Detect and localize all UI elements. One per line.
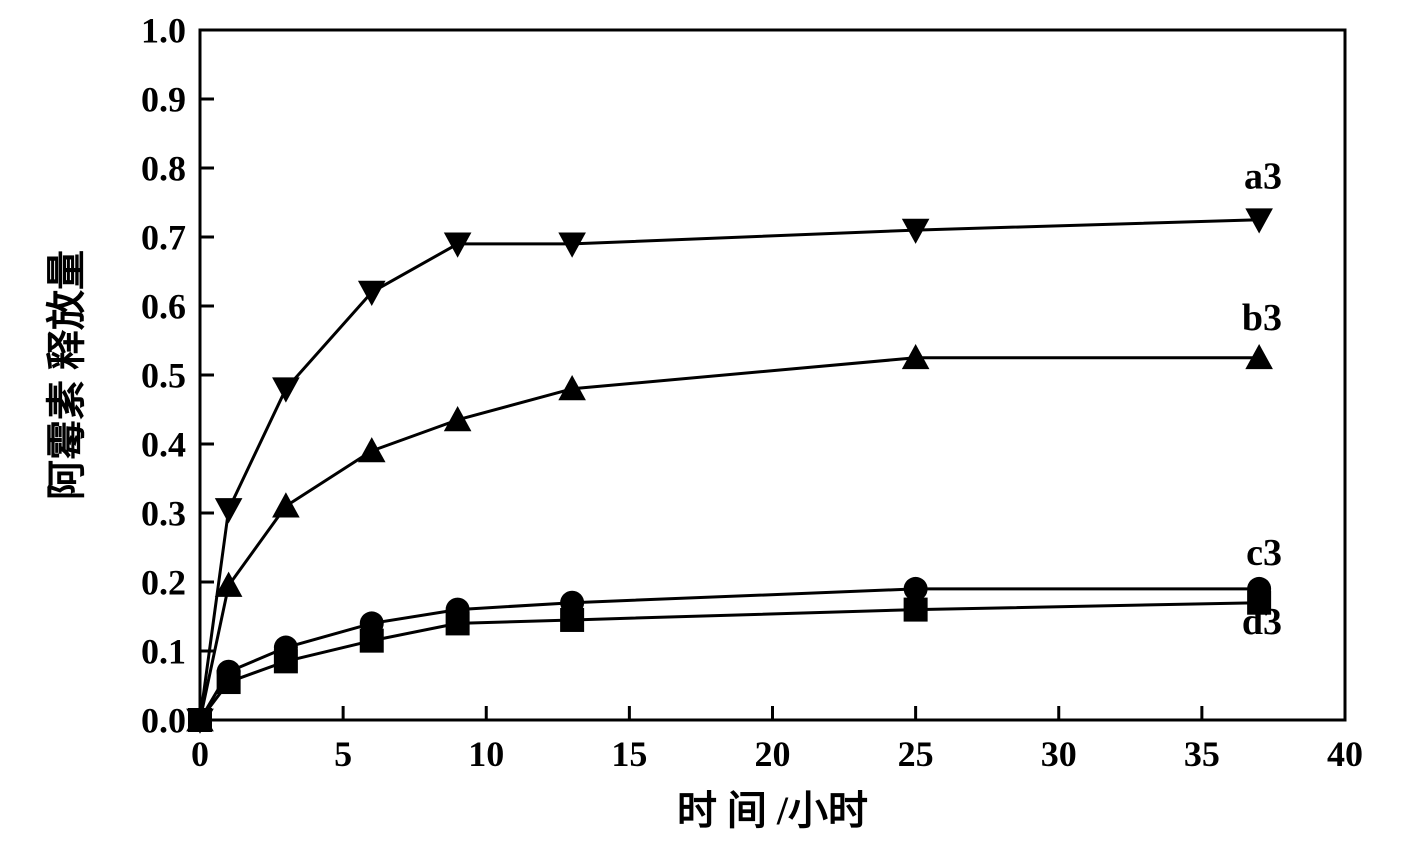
y-tick-label: 0.4 [141, 425, 186, 465]
y-tick-label: 0.2 [141, 563, 186, 603]
y-tick-label: 1.0 [141, 11, 186, 51]
marker-square [217, 670, 241, 694]
y-tick-label: 0.8 [141, 149, 186, 189]
y-tick-label: 0.3 [141, 494, 186, 534]
y-tick-label: 0.6 [141, 287, 186, 327]
x-tick-label: 20 [755, 734, 791, 774]
x-tick-label: 10 [468, 734, 504, 774]
marker-square [188, 708, 212, 732]
y-tick-label: 0.5 [141, 356, 186, 396]
marker-square [274, 649, 298, 673]
chart-container: 0 5 10 15 20 25 30 35 40 0.0 0.1 0.2 0.3 0.4 0.5 0.6 0.7… [0, 0, 1401, 841]
y-axis-label: 阿霉素 释放量 [44, 250, 89, 500]
y-tick-label: 0.9 [141, 80, 186, 120]
marker-square [360, 629, 384, 653]
x-tick-label: 25 [898, 734, 934, 774]
y-tick-label: 0.1 [141, 632, 186, 672]
series-label-b3: b3 [1242, 297, 1282, 339]
marker-square [904, 598, 928, 622]
x-tick-label: 35 [1184, 734, 1220, 774]
series-label-c3: c3 [1246, 532, 1282, 574]
series-label-d3: d3 [1242, 601, 1282, 643]
x-tick-label: 5 [334, 734, 352, 774]
x-tick-label: 15 [611, 734, 647, 774]
release-chart: 0 5 10 15 20 25 30 35 40 0.0 0.1 0.2 0.3 0.4 0.5 0.6 0.7… [0, 0, 1401, 841]
y-tick-label: 0.0 [141, 701, 186, 741]
marker-square [560, 608, 584, 632]
marker-circle [904, 577, 928, 601]
series-label-a3: a3 [1244, 156, 1282, 198]
x-tick-label: 40 [1327, 734, 1363, 774]
x-tick-label: 0 [191, 734, 209, 774]
x-axis-label: 时 间 /小时 [677, 788, 868, 833]
x-tick-label: 30 [1041, 734, 1077, 774]
y-tick-label: 0.7 [141, 218, 186, 258]
marker-square [446, 611, 470, 635]
